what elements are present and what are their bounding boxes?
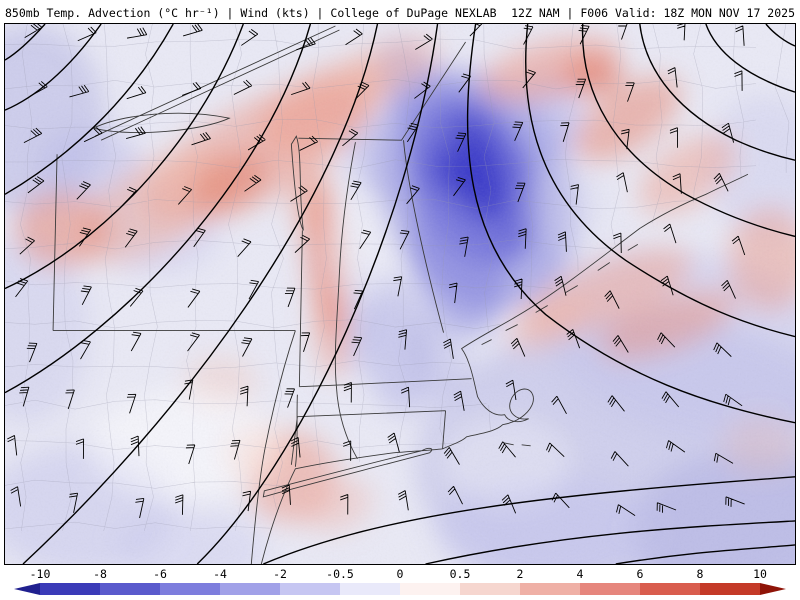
colorbar-segment <box>460 583 520 595</box>
colorbar-left-arrow <box>14 583 40 595</box>
colorbar-segment <box>400 583 460 595</box>
colorbar-tick: 4 <box>576 567 584 581</box>
colorbar-segments <box>40 583 760 595</box>
colorbar-right-arrow <box>760 583 786 595</box>
colorbar: -10 -8 -6 -4 -2 -0.5 0 0.5 2 4 6 8 10 <box>14 567 786 598</box>
product-title: 850mb Temp. Advection (°C hr⁻¹) | Wind (… <box>5 5 497 20</box>
colorbar-segment <box>280 583 340 595</box>
title-bar: 850mb Temp. Advection (°C hr⁻¹) | Wind (… <box>0 0 800 23</box>
colorbar-tick: 8 <box>696 567 704 581</box>
colorbar-segment <box>220 583 280 595</box>
colorbar-gradient <box>14 583 786 595</box>
colorbar-segment <box>700 583 760 595</box>
colorbar-segment <box>580 583 640 595</box>
colorbar-tick: -6 <box>153 567 167 581</box>
colorbar-tick: -2 <box>273 567 287 581</box>
map-canvas <box>5 24 795 564</box>
map-area <box>4 23 796 565</box>
colorbar-tick: 0 <box>396 567 404 581</box>
colorbar-tick: 0.5 <box>449 567 471 581</box>
field-texture <box>5 24 795 564</box>
colorbar-labels: -10 -8 -6 -4 -2 -0.5 0 0.5 2 4 6 8 10 <box>14 567 786 581</box>
height-contours <box>5 24 795 564</box>
colorbar-tick: 2 <box>516 567 524 581</box>
colorbar-segment <box>340 583 400 595</box>
colorbar-segment <box>100 583 160 595</box>
colorbar-tick: 6 <box>636 567 644 581</box>
colorbar-segment <box>640 583 700 595</box>
wind-barbs <box>7 24 746 519</box>
colorbar-tick: -8 <box>93 567 107 581</box>
model-run-info: 12Z NAM | F006 Valid: 18Z MON NOV 17 202… <box>511 5 795 20</box>
colorbar-tick: 10 <box>753 567 767 581</box>
colorbar-tick: -4 <box>213 567 227 581</box>
colorbar-tick: -10 <box>29 567 51 581</box>
colorbar-segment <box>520 583 580 595</box>
colorbar-segment <box>160 583 220 595</box>
colorbar-segment <box>40 583 100 595</box>
colorbar-tick: -0.5 <box>326 567 354 581</box>
